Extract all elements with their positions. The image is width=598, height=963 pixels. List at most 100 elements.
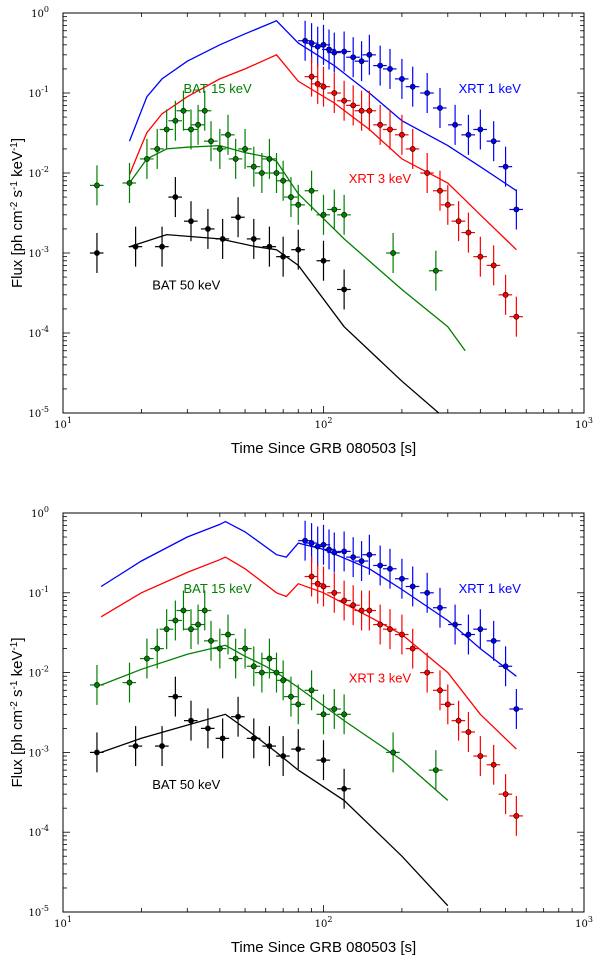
data-point (490, 761, 497, 768)
data-point (94, 250, 100, 256)
data-point (280, 253, 287, 260)
data-point (219, 735, 226, 742)
data-point (159, 743, 165, 749)
data-point (295, 201, 302, 208)
plot-area (89, 20, 523, 413)
chart-panel-bottom: 101 102 103 10-5 10-4 10-3 10-2 10-1 100 Time Sin… (9, 505, 593, 956)
data-point (201, 607, 208, 614)
data-point (273, 669, 280, 676)
data-point (366, 607, 373, 614)
data-point (399, 631, 405, 638)
data-point (341, 785, 348, 792)
data-point (295, 246, 302, 253)
data-point (219, 236, 226, 242)
data-point (266, 243, 273, 250)
data-point (195, 121, 201, 128)
series-label-bat-15-kev: BAT 15 keV (183, 581, 251, 596)
data-point (242, 645, 248, 652)
data-point (288, 194, 294, 200)
data-point (258, 669, 265, 676)
data-point (341, 97, 348, 104)
data-point (437, 604, 443, 611)
data-point (331, 589, 338, 596)
data-point (350, 54, 357, 61)
data-point (502, 163, 509, 170)
model-curve-bat-15-kev (100, 644, 449, 801)
data-point (513, 206, 520, 213)
data-point (172, 194, 179, 200)
data-point (295, 746, 302, 752)
data-series-bat-50-kev (89, 676, 351, 809)
data-point (280, 753, 287, 759)
data-point (387, 126, 393, 133)
data-point (163, 126, 170, 133)
x-tick-label: 103 (575, 915, 593, 930)
data-series-bat-15-kev (89, 90, 443, 291)
data-point (250, 236, 257, 242)
data-series-xrt-3-kev (304, 556, 523, 836)
model-curve-xrt-3-kev (128, 54, 517, 251)
data-point (266, 655, 273, 662)
data-point (490, 637, 497, 644)
data-point (465, 729, 472, 735)
y-axis-label: Flux [ph cm-2 s-1 keV-1] (9, 138, 27, 288)
data-point (266, 743, 273, 749)
data-point (320, 711, 327, 718)
data-point (490, 138, 497, 145)
model-curve-xrt-1-kev (100, 520, 517, 677)
data-point (377, 562, 384, 569)
data-point (242, 146, 248, 152)
x-tick-label: 102 (315, 915, 333, 930)
data-point (331, 49, 338, 56)
data-point (432, 267, 439, 274)
data-point (180, 107, 187, 114)
data-point (144, 156, 150, 162)
data-point (172, 617, 179, 624)
data-point (201, 107, 208, 114)
data-point (452, 621, 458, 628)
data-point (350, 554, 357, 561)
data-point (188, 218, 194, 225)
data-point (320, 257, 327, 264)
data-point (132, 743, 139, 749)
data-point (377, 62, 384, 69)
y-tick-label: 100 (31, 505, 49, 520)
data-point (399, 131, 405, 138)
series-label-xrt-3-kev: XRT 3 keV (349, 671, 412, 686)
data-point (320, 83, 327, 90)
data-point (399, 76, 405, 82)
data-point (94, 749, 100, 756)
data-point (331, 706, 338, 712)
data-point (320, 757, 327, 764)
data-point (273, 170, 280, 176)
data-point (320, 41, 327, 48)
data-point (409, 645, 416, 652)
data-point (288, 693, 294, 700)
data-point (250, 663, 257, 670)
data-point (502, 791, 509, 798)
data-point (409, 583, 416, 590)
data-point (387, 626, 393, 633)
data-point (94, 182, 100, 189)
data-point (314, 580, 321, 587)
data-point (250, 163, 257, 170)
data-series-xrt-1-kev (298, 20, 523, 230)
y-tick-label: 100 (31, 5, 49, 20)
model-curve-bat-50-kev (100, 713, 449, 907)
data-point (341, 48, 348, 55)
data-point (205, 226, 211, 232)
y-tick-label: 10-2 (28, 665, 49, 680)
data-point (172, 693, 179, 700)
chart-panel-top: 101 102 103 10-5 10-4 10-3 10-2 10-1 100 Time Sin… (9, 5, 593, 457)
data-point (409, 83, 416, 90)
data-point (216, 146, 223, 152)
x-tick-label: 101 (54, 416, 72, 431)
data-point (126, 679, 133, 686)
data-point (94, 682, 100, 688)
series-label-xrt-1-kev: XRT 1 keV (459, 81, 522, 96)
data-point (320, 211, 327, 218)
data-point (331, 549, 338, 556)
data-point (308, 540, 315, 546)
series-label-xrt-3-kev: XRT 3 keV (349, 171, 412, 186)
data-point (250, 735, 257, 742)
